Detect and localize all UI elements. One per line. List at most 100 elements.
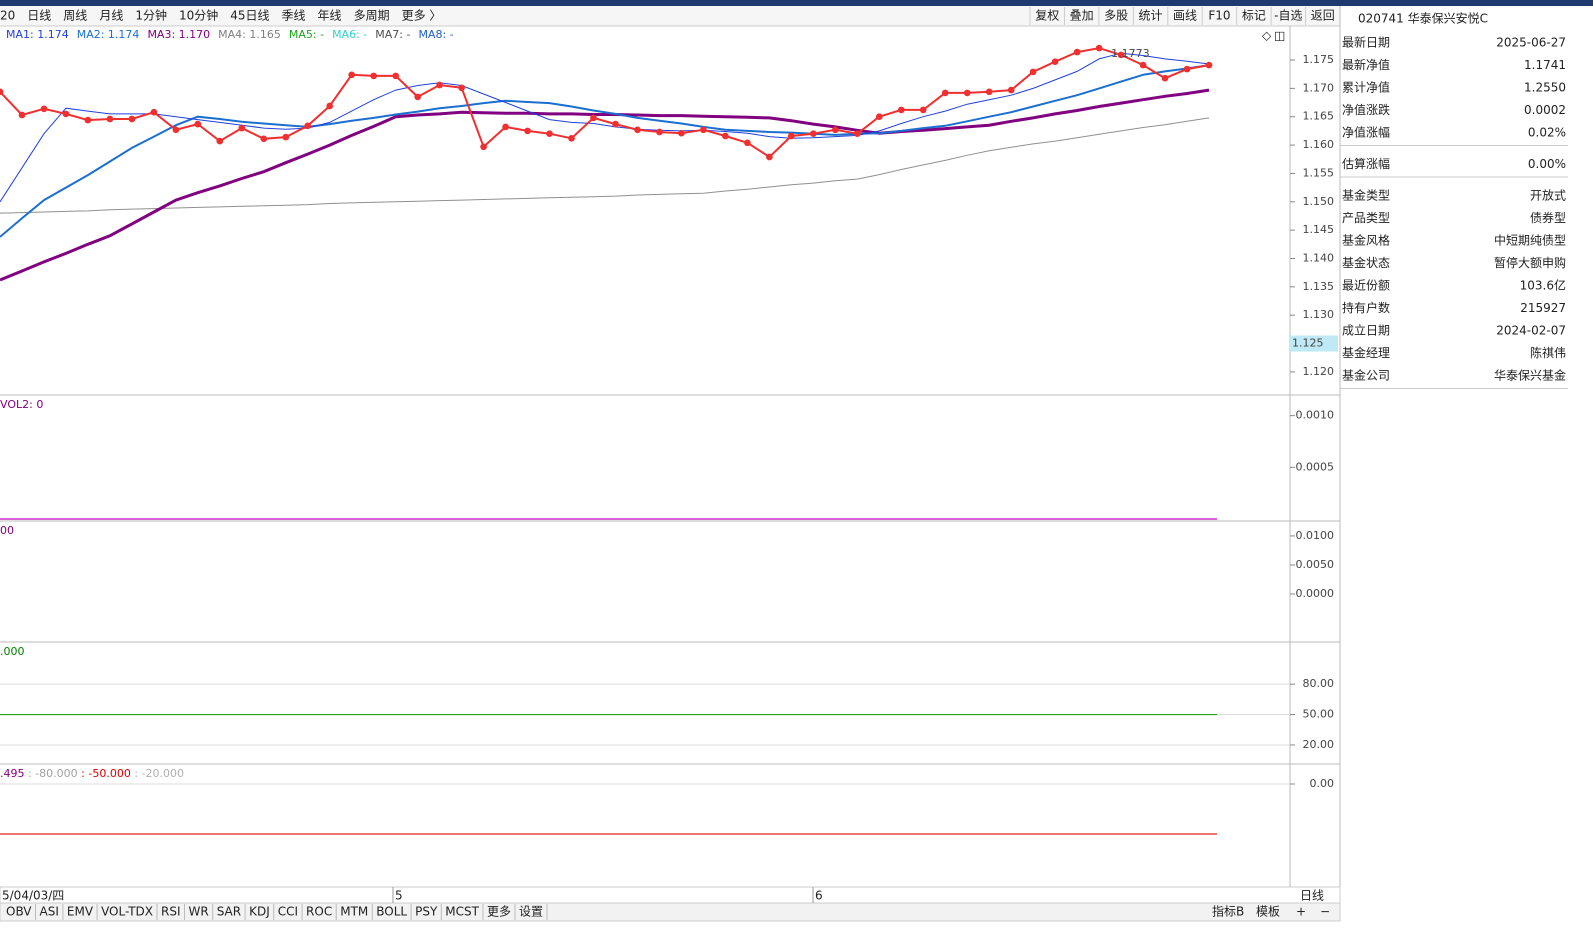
chart-pane: 0.0000 0.0050 0.0100 00 (0, 520, 1340, 600)
pane-header: .000 (0, 645, 25, 658)
info-label: 净值涨跌 (1342, 102, 1390, 117)
tab-button[interactable]: 模板 (1256, 905, 1280, 919)
indicator-tab[interactable]: ROC (306, 905, 332, 919)
y-tick-label: 0.0100 (1296, 529, 1335, 542)
tool-button[interactable]: 叠加 (1070, 9, 1094, 23)
period-tab[interactable]: 日线 (27, 9, 51, 23)
indicator-tab[interactable]: VOL-TDX (101, 905, 153, 919)
legend-entry: .495 (0, 767, 25, 780)
indicator-tab[interactable]: MTM (340, 905, 368, 919)
tab-button[interactable]: − (1320, 905, 1330, 919)
info-label: 持有户数 (1342, 300, 1390, 315)
x-tick-label: 6 (815, 889, 823, 903)
tool-button[interactable]: 返回 (1311, 9, 1335, 23)
info-label: 基金类型 (1342, 188, 1390, 203)
period-tab[interactable]: 多周期 (354, 9, 390, 23)
y-tick-label: 1.175 (1303, 53, 1335, 66)
chart-pane: 0.0005 0.0010 VOL2: 0 (0, 394, 1340, 520)
indicator-tab[interactable]: 设置 (519, 905, 543, 919)
tool-button[interactable]: 画线 (1173, 9, 1197, 23)
title-bar (0, 0, 1593, 6)
period-tab[interactable]: 月线 (99, 9, 123, 23)
info-value: 债券型 (1530, 210, 1566, 225)
y-tick-label: 50.00 (1303, 708, 1335, 721)
x-axis-strip (0, 886, 1341, 904)
info-label: 最新净值 (1342, 57, 1390, 72)
tool-button[interactable]: F10 (1208, 9, 1230, 23)
y-tick-label: 0.0005 (1296, 460, 1335, 473)
period-tab[interactable]: 年线 (318, 9, 342, 23)
x-tick-label: 5 (395, 889, 403, 903)
indicator-tab[interactable]: BOLL (376, 905, 407, 919)
tool-button[interactable]: 复权 (1035, 9, 1059, 23)
tool-button[interactable]: 多股 (1104, 9, 1128, 23)
indicator-tab[interactable]: EMV (67, 905, 94, 919)
info-label: 最近份额 (1342, 279, 1390, 293)
legend-entry: MA5: - (289, 28, 324, 41)
indicator-tab[interactable]: ASI (40, 905, 59, 919)
period-tab[interactable]: 周线 (63, 9, 87, 23)
y-tick-label: 80.00 (1303, 677, 1335, 690)
y-tick-label: 0.0010 (1296, 409, 1335, 422)
tool-button[interactable]: 标记 (1242, 9, 1266, 23)
info-value: 中短期纯债型 (1494, 233, 1566, 248)
info-value: 开放式 (1530, 188, 1566, 203)
indicator-tab[interactable]: OBV (6, 905, 32, 919)
indicator-tab[interactable]: 更多 (487, 905, 511, 919)
icon[interactable]: ◫ (1274, 29, 1285, 43)
info-label: 产品类型 (1342, 211, 1390, 225)
tab-button[interactable]: 指标B (1212, 904, 1244, 919)
legend-entry: MA3: 1.170 (147, 28, 210, 41)
y-tick-label: 1.160 (1303, 138, 1335, 151)
legend-entry: MA4: 1.165 (218, 28, 281, 41)
indicator-tab[interactable]: WR (189, 905, 209, 919)
info-value: 陈祺伟 (1530, 345, 1566, 360)
series-line (0, 88, 1210, 282)
series-line (0, 44, 1213, 161)
indicator-tab[interactable]: PSY (415, 905, 438, 919)
icon[interactable]: ◇ (1262, 29, 1272, 43)
y-tick-label: 1.120 (1303, 365, 1335, 378)
tab-button[interactable]: + (1296, 905, 1306, 919)
info-value: 1.1741 (1524, 58, 1566, 72)
indicator-tab[interactable]: KDJ (249, 905, 270, 919)
legend-entry: MA8: - (418, 28, 453, 41)
period-tab[interactable]: 1分钟 (135, 8, 167, 23)
y-tick-label: 1.145 (1303, 223, 1335, 236)
legend-entry: : -80.000 (25, 767, 78, 780)
period-tab[interactable]: 更多 〉 (402, 9, 442, 23)
tool-button[interactable]: 统计 (1139, 9, 1163, 23)
fund-title: 020741 华泰保兴安悦C (1358, 11, 1488, 26)
info-value: 0.0002 (1524, 103, 1566, 117)
pane-header: MA1: 1.174 MA2: 1.174 MA3: 1.170 MA4: 1.165… (6, 28, 454, 41)
info-value: 215927 (1520, 301, 1566, 315)
y-tick-label: 1.130 (1303, 308, 1335, 321)
info-label: 最新日期 (1342, 35, 1390, 50)
info-value: 华泰保兴基金 (1494, 368, 1566, 383)
info-value: 0.00% (1528, 157, 1566, 171)
x-tick-label: 5/04/03/四 (2, 889, 64, 903)
period-tab[interactable]: 45日线 (230, 9, 269, 23)
y-tick-label: 1.165 (1303, 110, 1335, 123)
chart-pane: 0.00 .495 : -80.000 : -50.000 : -20.000 (0, 763, 1340, 835)
y-tick-label: 20.00 (1303, 738, 1335, 751)
info-label: 基金状态 (1342, 255, 1390, 270)
legend-entry: MA1: 1.174 (6, 28, 69, 41)
legend-entry: : -20.000 (131, 767, 184, 780)
period-tab[interactable]: 20 (0, 9, 15, 23)
toolbar (0, 6, 1340, 26)
indicator-tab[interactable]: SAR (217, 905, 241, 919)
period-tab[interactable]: 季线 (282, 9, 306, 23)
info-label: 估算涨幅 (1342, 156, 1390, 171)
period-tab[interactable]: 10分钟 (179, 8, 218, 23)
indicator-tab[interactable]: CCI (278, 905, 298, 919)
y-tick-label: 0.0000 (1296, 587, 1335, 600)
indicator-tab[interactable]: MCST (445, 905, 479, 919)
pane-header: 00 (0, 524, 14, 537)
y-tick-label: 1.155 (1303, 166, 1335, 179)
chart-pane: 1.120 1.125 1.130 1.135 1.140 1.145 1.150 1.155… (0, 28, 1338, 378)
indicator-tab[interactable]: RSI (161, 905, 181, 919)
info-value: 1.2550 (1524, 81, 1566, 95)
tool-button[interactable]: -自选 (1274, 9, 1302, 23)
